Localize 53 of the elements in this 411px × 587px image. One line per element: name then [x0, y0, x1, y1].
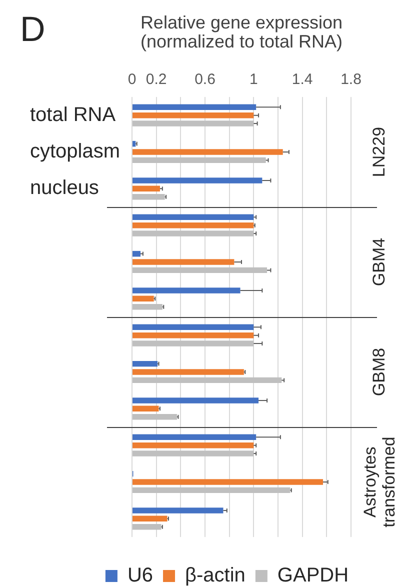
text: Astroytes transformed [360, 436, 399, 530]
text: GBM4 [370, 236, 390, 288]
x-tick-label: 0.2 [146, 71, 167, 88]
bar [132, 104, 256, 110]
text: GBM8 [370, 346, 390, 398]
y-tick-label: cytoplasm [30, 140, 120, 163]
bar [132, 112, 254, 118]
bar [132, 479, 324, 485]
bar [132, 340, 254, 346]
legend-label: β-actin [185, 564, 246, 587]
x-tick-label: 0 [128, 71, 136, 88]
bar [132, 508, 224, 514]
bar [132, 267, 268, 274]
bar [132, 369, 244, 375]
bar [132, 516, 168, 522]
bar [132, 296, 154, 302]
bar [132, 442, 254, 448]
bar [132, 434, 256, 440]
bar [132, 230, 254, 236]
bar [132, 222, 254, 228]
bar [132, 398, 259, 404]
bar [132, 259, 234, 265]
bar [132, 377, 282, 384]
bar [132, 250, 141, 257]
bar [132, 487, 290, 494]
bar [132, 332, 254, 338]
bar [132, 194, 165, 200]
bar [132, 524, 162, 530]
bar [132, 157, 266, 164]
x-tick-label: 0.6 [194, 71, 216, 88]
bar [132, 186, 160, 192]
y-tick-label: total RNA [30, 104, 116, 126]
bar [132, 324, 254, 330]
legend-label: GAPDH [277, 564, 349, 587]
bar [132, 450, 254, 456]
x-tick-label: 1.4 [292, 71, 313, 88]
x-tick-label: 1 [249, 71, 258, 88]
bar [132, 360, 158, 367]
bar [132, 149, 283, 155]
y-tick-label: nucleus [30, 177, 99, 200]
text: LN229 [370, 126, 390, 180]
bar [132, 214, 254, 220]
legend-label: U6 [127, 564, 154, 587]
bar [132, 140, 136, 147]
bar [132, 304, 162, 310]
bar [132, 288, 240, 294]
bar [132, 406, 159, 412]
bar [132, 178, 262, 184]
chart-title: D [20, 10, 46, 49]
x-tick-label: 1.8 [340, 71, 362, 88]
x-axis-title: Relative gene expression (normalized to total RNA) [140, 12, 343, 52]
bar [132, 120, 254, 126]
bar [132, 414, 178, 420]
